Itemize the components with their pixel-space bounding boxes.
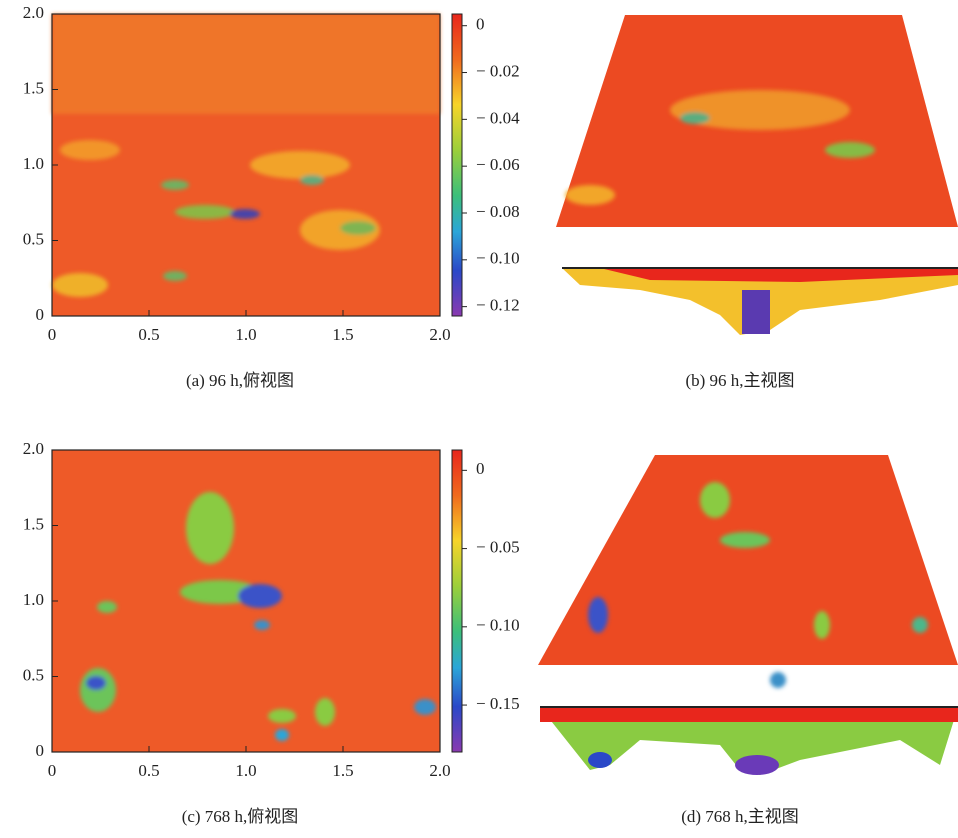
x-tick-label: 2.0 — [429, 761, 450, 780]
y-tick-label: 1.0 — [23, 590, 44, 609]
x-tick-label: 1.5 — [332, 761, 353, 780]
x-tick-label: 0 — [48, 325, 57, 344]
y-tick-label: 0 — [36, 305, 45, 324]
colorbar-tick-label: − 0.10 — [476, 249, 520, 268]
colorbar — [452, 450, 462, 752]
colorbar-tick-label: − 0.06 — [476, 155, 520, 174]
heatmap-image — [52, 450, 440, 752]
colorbar-tick-label: − 0.05 — [476, 537, 520, 556]
figure: 0 0.5 1.0 1.5 2.0 0 0.5 1.0 1.5 2.0 0 − 0.02 − 0.04 −… — [0, 0, 958, 838]
y-tick-label: 0.5 — [23, 665, 44, 684]
caption: (d) 768 h,主视图 — [681, 807, 799, 826]
surface-image — [556, 15, 958, 335]
colorbar-tick-label: 0 — [476, 15, 485, 34]
caption: (a) 96 h,俯视图 — [186, 371, 294, 390]
colorbar-tick-label: − 0.02 — [476, 61, 520, 80]
surface-image — [538, 455, 958, 775]
y-tick-label: 1.5 — [23, 78, 44, 97]
x-tick-label: 2.0 — [429, 325, 450, 344]
caption: (c) 768 h,俯视图 — [182, 807, 299, 826]
colorbar — [452, 14, 462, 316]
y-tick-label: 1.5 — [23, 514, 44, 533]
y-tick-label: 2.0 — [23, 439, 44, 458]
colorbar-tick-label: − 0.04 — [476, 108, 520, 127]
x-tick-label: 1.0 — [235, 325, 256, 344]
x-tick-label: 1.5 — [332, 325, 353, 344]
colorbar-tick-label: − 0.12 — [476, 296, 520, 315]
colorbar-tick-label: 0 — [476, 459, 485, 478]
colorbar-tick-label: − 0.10 — [476, 616, 520, 635]
y-tick-label: 0 — [36, 741, 45, 760]
heatmap-image — [52, 14, 440, 316]
x-tick-label: 0.5 — [138, 325, 159, 344]
colorbar-tick-label: − 0.15 — [476, 694, 520, 713]
x-tick-label: 1.0 — [235, 761, 256, 780]
colorbar-tick-label: − 0.08 — [476, 202, 520, 221]
caption: (b) 96 h,主视图 — [685, 371, 794, 390]
x-tick-label: 0 — [48, 761, 57, 780]
x-tick-label: 0.5 — [138, 761, 159, 780]
y-tick-label: 1.0 — [23, 154, 44, 173]
y-tick-label: 2.0 — [23, 3, 44, 22]
y-tick-label: 0.5 — [23, 229, 44, 248]
